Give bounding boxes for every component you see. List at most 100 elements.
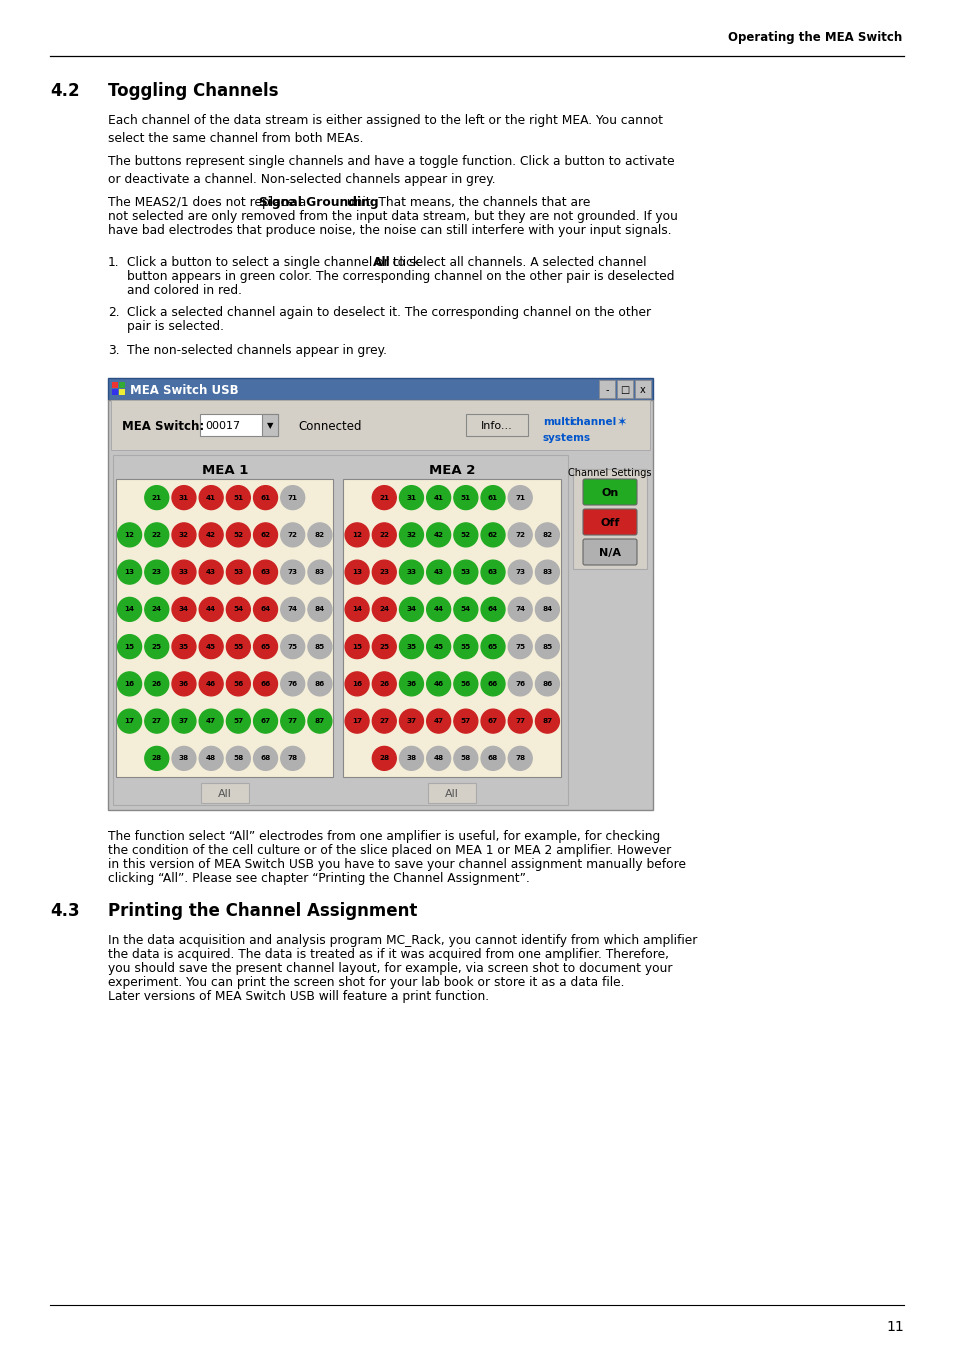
Text: 58: 58	[233, 756, 243, 761]
Text: systems: systems	[542, 433, 591, 443]
Text: 38: 38	[179, 756, 189, 761]
Circle shape	[145, 709, 169, 733]
Text: 31: 31	[406, 494, 416, 501]
Circle shape	[399, 486, 423, 509]
Text: 1.: 1.	[108, 256, 119, 269]
Text: 53: 53	[233, 570, 243, 575]
Circle shape	[199, 486, 223, 509]
Circle shape	[117, 634, 141, 659]
Circle shape	[426, 709, 450, 733]
Circle shape	[117, 560, 141, 585]
Circle shape	[226, 747, 250, 771]
Text: 41: 41	[434, 494, 443, 501]
Text: 3.: 3.	[108, 344, 119, 356]
Circle shape	[253, 672, 277, 695]
Text: 27: 27	[152, 718, 162, 724]
Circle shape	[308, 560, 332, 585]
Text: 62: 62	[487, 532, 497, 537]
Text: 72: 72	[288, 532, 297, 537]
Text: in this version of MEA Switch USB you have to save your channel assignment manua: in this version of MEA Switch USB you ha…	[108, 859, 685, 871]
FancyBboxPatch shape	[112, 389, 118, 396]
Circle shape	[399, 634, 423, 659]
Text: 48: 48	[206, 756, 216, 761]
Text: 24: 24	[152, 606, 162, 613]
Circle shape	[253, 598, 277, 621]
Circle shape	[253, 560, 277, 585]
Text: Click a selected channel again to deselect it. The corresponding channel on the : Click a selected channel again to desele…	[127, 306, 651, 319]
Text: Click a button to select a single channel or click: Click a button to select a single channe…	[127, 256, 423, 269]
Text: 33: 33	[179, 570, 189, 575]
Circle shape	[535, 560, 558, 585]
Circle shape	[399, 598, 423, 621]
Circle shape	[480, 747, 504, 771]
FancyBboxPatch shape	[119, 382, 125, 387]
Text: Printing the Channel Assignment: Printing the Channel Assignment	[108, 902, 417, 919]
Circle shape	[454, 598, 477, 621]
Circle shape	[253, 486, 277, 509]
Circle shape	[426, 598, 450, 621]
Text: 14: 14	[352, 606, 362, 613]
Text: The non-selected channels appear in grey.: The non-selected channels appear in grey…	[127, 344, 387, 356]
FancyBboxPatch shape	[573, 468, 646, 568]
Text: 66: 66	[260, 680, 271, 687]
Circle shape	[253, 709, 277, 733]
Circle shape	[308, 672, 332, 695]
Text: Signal Grounding: Signal Grounding	[259, 196, 378, 209]
Circle shape	[172, 672, 195, 695]
Circle shape	[399, 672, 423, 695]
Circle shape	[454, 634, 477, 659]
Text: 00017: 00017	[205, 421, 240, 431]
Text: 85: 85	[541, 644, 552, 649]
Text: 82: 82	[314, 532, 325, 537]
Text: □: □	[619, 385, 629, 396]
Text: unit. That means, the channels that are: unit. That means, the channels that are	[343, 196, 590, 209]
Circle shape	[535, 598, 558, 621]
Text: 48: 48	[434, 756, 443, 761]
Text: 52: 52	[460, 532, 471, 537]
Circle shape	[280, 486, 304, 509]
Text: 17: 17	[352, 718, 362, 724]
FancyBboxPatch shape	[108, 378, 652, 400]
Text: N/A: N/A	[598, 548, 620, 558]
Text: 36: 36	[406, 680, 416, 687]
Circle shape	[117, 672, 141, 695]
Text: the condition of the cell culture or of the slice placed on MEA 1 or MEA 2 ampli: the condition of the cell culture or of …	[108, 844, 671, 857]
Text: 63: 63	[487, 570, 497, 575]
Text: 74: 74	[515, 606, 525, 613]
Text: 22: 22	[379, 532, 389, 537]
Text: 72: 72	[515, 532, 525, 537]
Text: 87: 87	[541, 718, 552, 724]
FancyBboxPatch shape	[343, 479, 560, 778]
Text: 68: 68	[260, 756, 271, 761]
Text: 61: 61	[487, 494, 497, 501]
Text: 68: 68	[487, 756, 497, 761]
Text: -: -	[604, 385, 608, 396]
Circle shape	[535, 634, 558, 659]
FancyBboxPatch shape	[598, 379, 615, 398]
FancyBboxPatch shape	[582, 479, 637, 505]
Text: 4.3: 4.3	[50, 902, 79, 919]
Text: 62: 62	[260, 532, 271, 537]
Circle shape	[535, 709, 558, 733]
Circle shape	[172, 486, 195, 509]
Text: 43: 43	[206, 570, 216, 575]
Text: 38: 38	[406, 756, 416, 761]
Text: you should save the present channel layout, for example, via screen shot to docu: you should save the present channel layo…	[108, 963, 672, 975]
Text: 63: 63	[260, 570, 271, 575]
Circle shape	[426, 672, 450, 695]
Circle shape	[280, 672, 304, 695]
Circle shape	[508, 672, 532, 695]
Text: 24: 24	[379, 606, 389, 613]
Text: 28: 28	[379, 756, 389, 761]
Circle shape	[372, 560, 395, 585]
Text: Channel Settings: Channel Settings	[568, 468, 651, 478]
Text: 26: 26	[379, 680, 389, 687]
Text: 28: 28	[152, 756, 162, 761]
Circle shape	[226, 486, 250, 509]
Text: 26: 26	[152, 680, 162, 687]
Circle shape	[426, 560, 450, 585]
Text: Off: Off	[599, 518, 619, 528]
Circle shape	[172, 634, 195, 659]
Text: In the data acquisition and analysis program MC_Rack, you cannot identify from w: In the data acquisition and analysis pro…	[108, 934, 697, 946]
Circle shape	[226, 709, 250, 733]
